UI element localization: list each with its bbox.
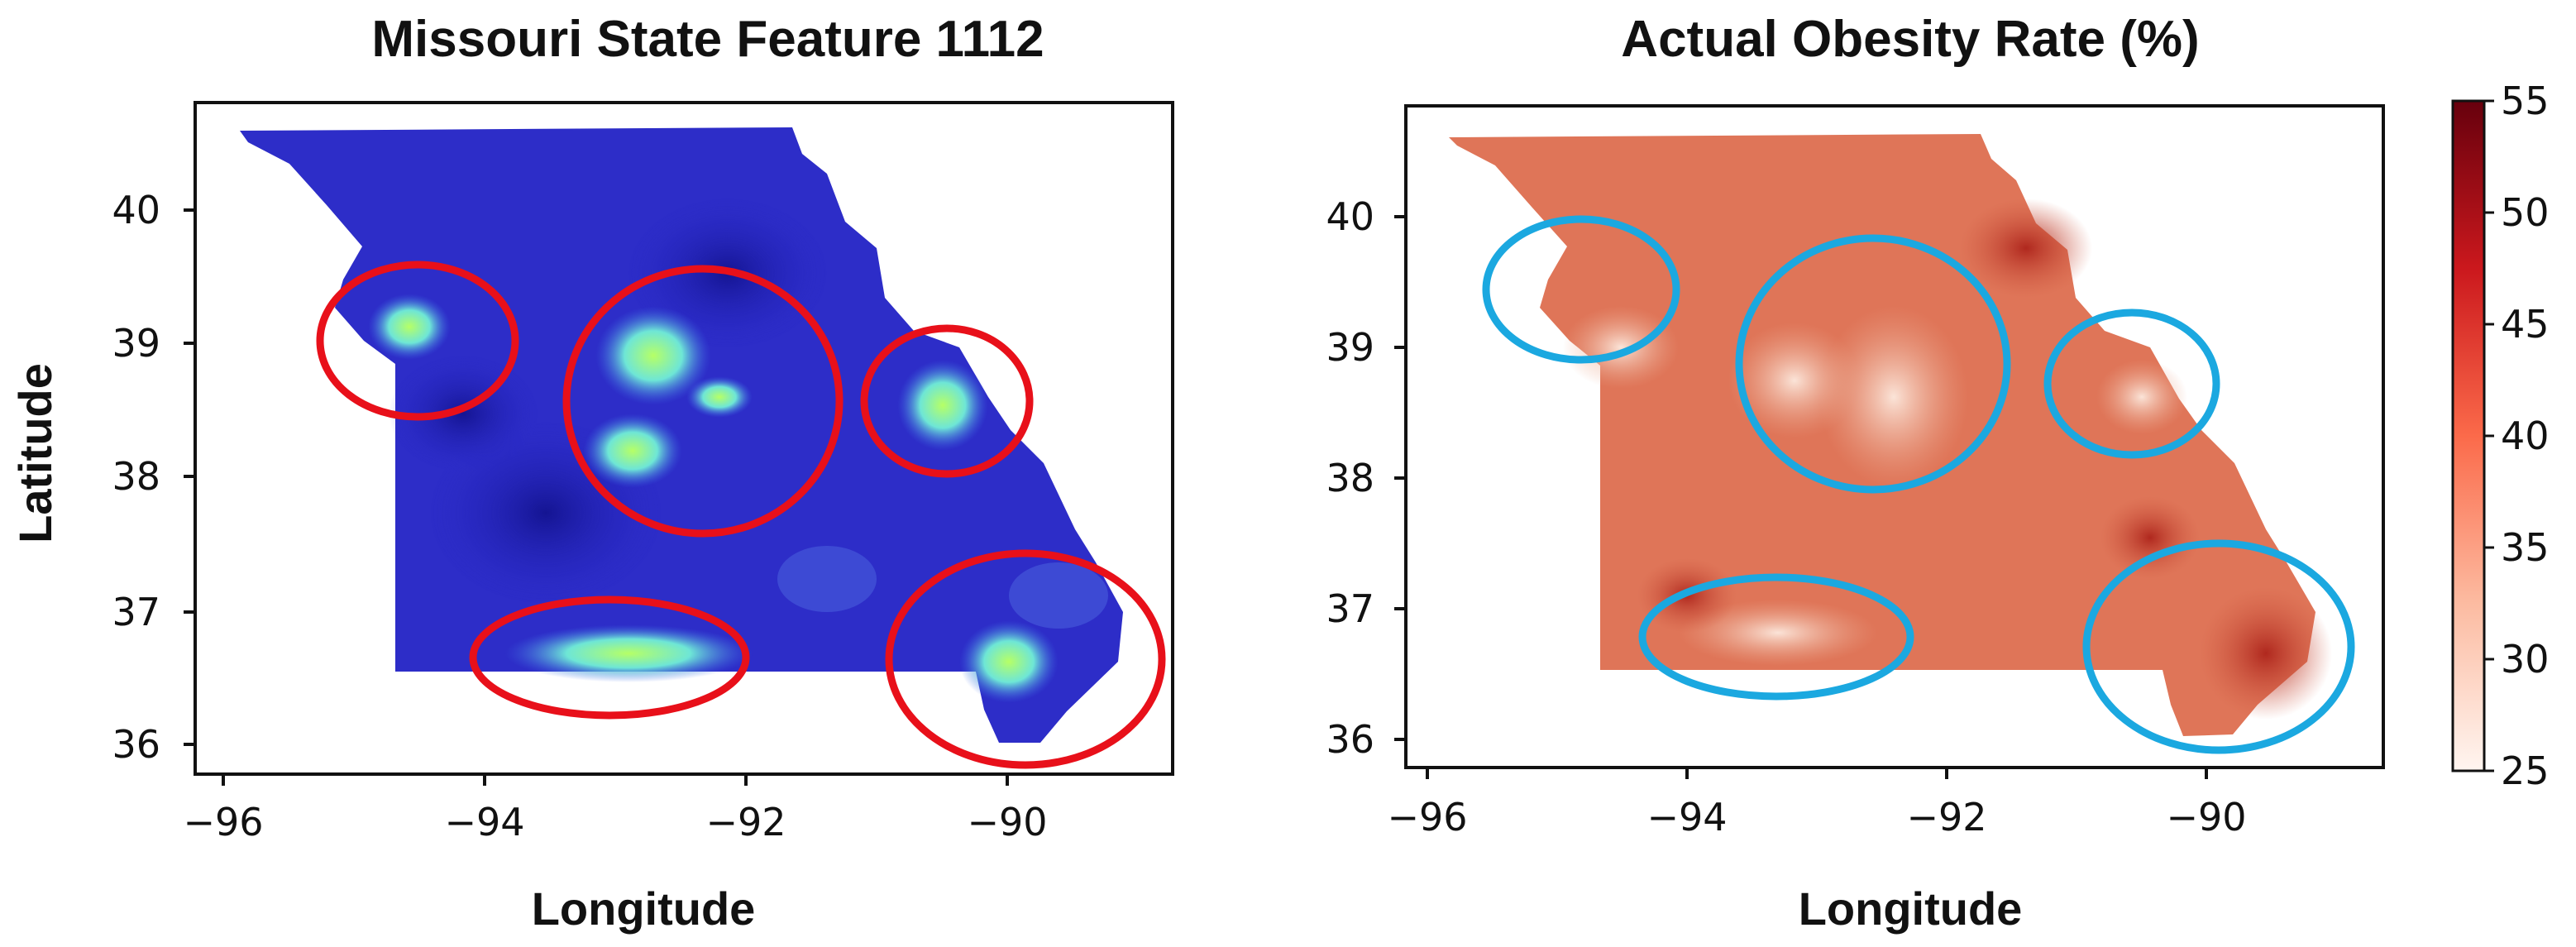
left-x-tick-label: −96 <box>183 800 263 844</box>
colorbar-tick-label: 40 <box>2501 414 2550 458</box>
colorbar-gradient <box>2451 99 2486 772</box>
left-highlight-east <box>860 324 1034 478</box>
colorbar-tick-label: 25 <box>2501 749 2550 793</box>
colorbar: 55 50 45 40 35 30 25 <box>2451 79 2550 793</box>
left-y-tick-label: 37 <box>112 590 160 634</box>
right-map-variation <box>1563 198 2332 720</box>
right-x-tick-label: −90 <box>2166 795 2246 839</box>
colorbar-tick-label: 45 <box>2501 302 2550 347</box>
right-y-tick-label: 38 <box>1326 456 1374 500</box>
right-highlight-northwest <box>1482 215 1680 364</box>
right-x-axis: −96 −94 −92 −90 Longitude <box>1387 768 2247 935</box>
left-y-tick-label: 40 <box>112 188 160 232</box>
right-panel: Actual Obesity Rate (%) <box>1326 11 2385 935</box>
right-x-tick-label: −92 <box>1906 795 1986 839</box>
left-y-tick-label: 38 <box>112 454 160 499</box>
right-highlight-central <box>1735 234 2011 494</box>
colorbar-tick-label: 35 <box>2501 525 2550 570</box>
right-panel-title: Actual Obesity Rate (%) <box>1621 11 2199 68</box>
left-x-axis: −96 −94 −92 −90 Longitude <box>183 774 1048 935</box>
left-highlight-south <box>469 595 750 720</box>
left-missouri-map <box>240 127 1123 743</box>
right-y-tick-label: 39 <box>1326 325 1374 370</box>
left-x-tick-label: −92 <box>705 800 786 844</box>
left-highlight-central <box>562 265 844 538</box>
right-y-axis: 40 39 38 37 36 <box>1326 194 1406 762</box>
right-x-axis-label: Longitude <box>1799 882 2023 935</box>
left-x-tick-label: −90 <box>967 800 1047 844</box>
left-highlight-ellipses <box>316 261 1166 769</box>
left-x-tick-label: −94 <box>444 800 524 844</box>
left-panel-title: Missouri State Feature 1112 <box>371 11 1044 68</box>
right-y-tick-label: 37 <box>1326 586 1374 631</box>
right-highlight-east <box>2043 308 2220 459</box>
right-highlight-south <box>1638 573 1914 701</box>
right-x-tick-label: −96 <box>1387 795 1467 839</box>
colorbar-tick-label: 30 <box>2501 637 2550 682</box>
right-highlight-ellipses <box>1482 215 2355 754</box>
colorbar-tick-label: 55 <box>2501 79 2550 123</box>
right-highlight-southeast <box>2082 539 2355 754</box>
left-y-tick-label: 36 <box>112 722 160 767</box>
left-y-axis: 40 39 38 37 36 Latitude <box>9 188 195 767</box>
left-y-tick-label: 39 <box>112 321 160 366</box>
left-panel: Missouri State Feature 1112 <box>9 11 1174 935</box>
left-x-axis-label: Longitude <box>532 882 756 935</box>
left-map-hotspots <box>368 294 1059 703</box>
right-x-tick-label: −94 <box>1646 795 1727 839</box>
left-highlight-northwest <box>316 261 519 421</box>
colorbar-tick-label: 50 <box>2501 190 2550 235</box>
left-highlight-southeast <box>885 549 1166 769</box>
right-y-tick-label: 36 <box>1326 717 1374 762</box>
right-y-tick-label: 40 <box>1326 194 1374 239</box>
left-y-axis-label: Latitude <box>9 363 61 543</box>
